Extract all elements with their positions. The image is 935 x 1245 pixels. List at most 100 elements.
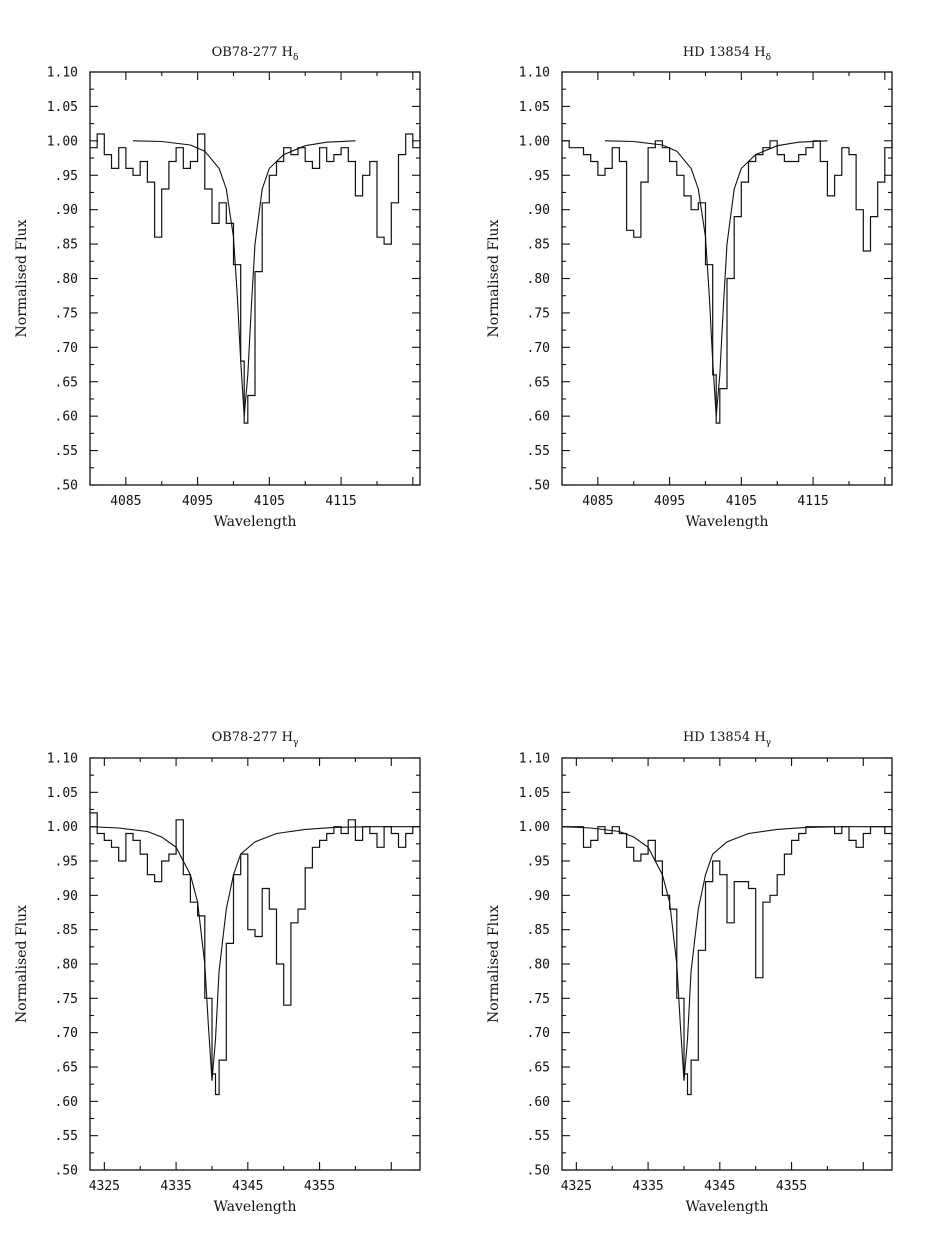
y-tick-label: .75 bbox=[55, 992, 78, 1007]
chart-title: HD 13854 Hγ bbox=[683, 730, 771, 748]
y-tick-label: .80 bbox=[55, 958, 78, 973]
y-tick-label: .65 bbox=[55, 375, 78, 390]
x-tick-label: 4355 bbox=[776, 1179, 807, 1194]
chart-title-main: HD 13854 H bbox=[683, 45, 766, 60]
x-axis-label: Wavelength bbox=[213, 1199, 296, 1215]
x-tick-label: 4105 bbox=[726, 494, 757, 509]
chart-title-subscript: δ bbox=[766, 53, 771, 63]
y-tick-label: .90 bbox=[55, 889, 78, 904]
chart-title-subscript: γ bbox=[766, 738, 771, 748]
x-tick-label: 4095 bbox=[182, 494, 213, 509]
y-tick-label: 1.05 bbox=[519, 100, 550, 115]
y-tick-label: .85 bbox=[527, 238, 550, 253]
y-tick-label: .50 bbox=[527, 1164, 550, 1179]
x-tick-label: 4345 bbox=[704, 1179, 735, 1194]
chart-title-main: OB78-277 H bbox=[212, 730, 293, 745]
model-profile-line bbox=[89, 826, 420, 1081]
model-profile-line bbox=[561, 826, 892, 1081]
y-tick-label: .95 bbox=[55, 855, 78, 870]
model-profile-line bbox=[132, 140, 356, 417]
chart-title-main: HD 13854 H bbox=[683, 730, 766, 745]
plot-frame bbox=[89, 757, 421, 1171]
y-tick-label: .55 bbox=[527, 1129, 550, 1144]
y-tick-label: .60 bbox=[55, 1095, 78, 1110]
x-tick-label: 4345 bbox=[232, 1179, 263, 1194]
y-tick-label: .60 bbox=[527, 410, 550, 425]
y-tick-label: 1.10 bbox=[519, 66, 550, 81]
y-tick-label: .55 bbox=[55, 444, 78, 459]
x-tick-label: 4355 bbox=[304, 1179, 335, 1194]
y-tick-label: 1.05 bbox=[47, 786, 78, 801]
y-tick-label: .90 bbox=[55, 203, 78, 218]
chart-title: OB78-277 Hδ bbox=[212, 45, 299, 63]
x-tick-label: 4085 bbox=[582, 494, 613, 509]
x-axis-label: Wavelength bbox=[685, 1199, 768, 1215]
y-tick-label: .65 bbox=[527, 375, 550, 390]
chart-title-main: OB78-277 H bbox=[212, 45, 293, 60]
model-profile-line bbox=[604, 140, 828, 417]
y-tick-label: .65 bbox=[55, 1061, 78, 1076]
y-tick-label: .95 bbox=[55, 169, 78, 184]
plot-frame bbox=[561, 757, 893, 1171]
observed-spectrum-line bbox=[562, 140, 893, 424]
chart-panel-1: OB78-277 Hδ 1.10 1.05 1.00 .95 .90 .85 .80 .75 .7… bbox=[14, 45, 421, 530]
y-tick-label: .50 bbox=[527, 479, 550, 494]
x-tick-label: 4085 bbox=[110, 494, 141, 509]
chart-panel-2: HD 13854 Hδ 1.10 1.05 1.00 .95 .90 .85 .80 .75 .7… bbox=[486, 45, 893, 530]
y-tick-label: 1.00 bbox=[519, 134, 550, 149]
x-tick-label: 4105 bbox=[254, 494, 285, 509]
chart-title: HD 13854 Hδ bbox=[683, 45, 771, 63]
observed-spectrum-line bbox=[90, 127, 421, 424]
y-tick-label: .50 bbox=[55, 1164, 78, 1179]
y-tick-label: .90 bbox=[527, 203, 550, 218]
y-axis-label: Normalised Flux bbox=[486, 905, 502, 1023]
y-tick-label: .75 bbox=[55, 306, 78, 321]
y-tick-label: .95 bbox=[527, 169, 550, 184]
chart-panel-3: OB78-277 Hγ 1.10 1.05 1.00 .95 .90 .85 .80 .75 .7… bbox=[14, 730, 421, 1215]
y-tick-label: 1.00 bbox=[47, 820, 78, 835]
x-tick-label: 4115 bbox=[325, 494, 356, 509]
x-tick-label: 4095 bbox=[654, 494, 685, 509]
x-axis-label: Wavelength bbox=[685, 514, 768, 530]
y-tick-label: .80 bbox=[55, 272, 78, 287]
y-tick-label: 1.10 bbox=[519, 752, 550, 767]
y-tick-label: .70 bbox=[55, 1026, 78, 1041]
y-tick-label: .70 bbox=[527, 341, 550, 356]
x-tick-label: 4325 bbox=[561, 1179, 592, 1194]
y-tick-label: 1.10 bbox=[47, 66, 78, 81]
y-tick-label: .80 bbox=[527, 272, 550, 287]
y-axis-label: Normalised Flux bbox=[14, 219, 30, 337]
y-tick-label: .85 bbox=[527, 923, 550, 938]
x-tick-label: 4115 bbox=[797, 494, 828, 509]
y-tick-label: .75 bbox=[527, 992, 550, 1007]
y-tick-label: .75 bbox=[527, 306, 550, 321]
y-tick-label: .85 bbox=[55, 923, 78, 938]
y-tick-label: .95 bbox=[527, 855, 550, 870]
y-tick-label: .55 bbox=[55, 1129, 78, 1144]
y-tick-label: .60 bbox=[527, 1095, 550, 1110]
y-axis-label: Normalised Flux bbox=[14, 905, 30, 1023]
y-tick-label: .60 bbox=[55, 410, 78, 425]
chart-title-subscript: δ bbox=[293, 53, 298, 63]
chart-title-subscript: γ bbox=[293, 738, 298, 748]
y-tick-label: .85 bbox=[55, 238, 78, 253]
y-tick-label: .70 bbox=[527, 1026, 550, 1041]
observed-spectrum-line bbox=[562, 826, 892, 1096]
y-tick-label: 1.00 bbox=[519, 820, 550, 835]
x-tick-label: 4335 bbox=[632, 1179, 663, 1194]
y-tick-label: 1.05 bbox=[519, 786, 550, 801]
x-axis-label: Wavelength bbox=[213, 514, 296, 530]
y-axis-label: Normalised Flux bbox=[486, 219, 502, 337]
y-tick-label: .70 bbox=[55, 341, 78, 356]
observed-spectrum-line bbox=[90, 812, 420, 1096]
y-tick-label: .50 bbox=[55, 479, 78, 494]
chart-panel-4: HD 13854 Hγ 1.10 1.05 1.00 .95 .90 .85 .80 .75 .7… bbox=[486, 730, 893, 1215]
x-tick-label: 4325 bbox=[89, 1179, 120, 1194]
y-tick-label: .55 bbox=[527, 444, 550, 459]
y-tick-label: 1.05 bbox=[47, 100, 78, 115]
chart-title: OB78-277 Hγ bbox=[212, 730, 299, 748]
y-tick-label: .90 bbox=[527, 889, 550, 904]
y-tick-label: 1.00 bbox=[47, 134, 78, 149]
y-tick-label: .80 bbox=[527, 958, 550, 973]
